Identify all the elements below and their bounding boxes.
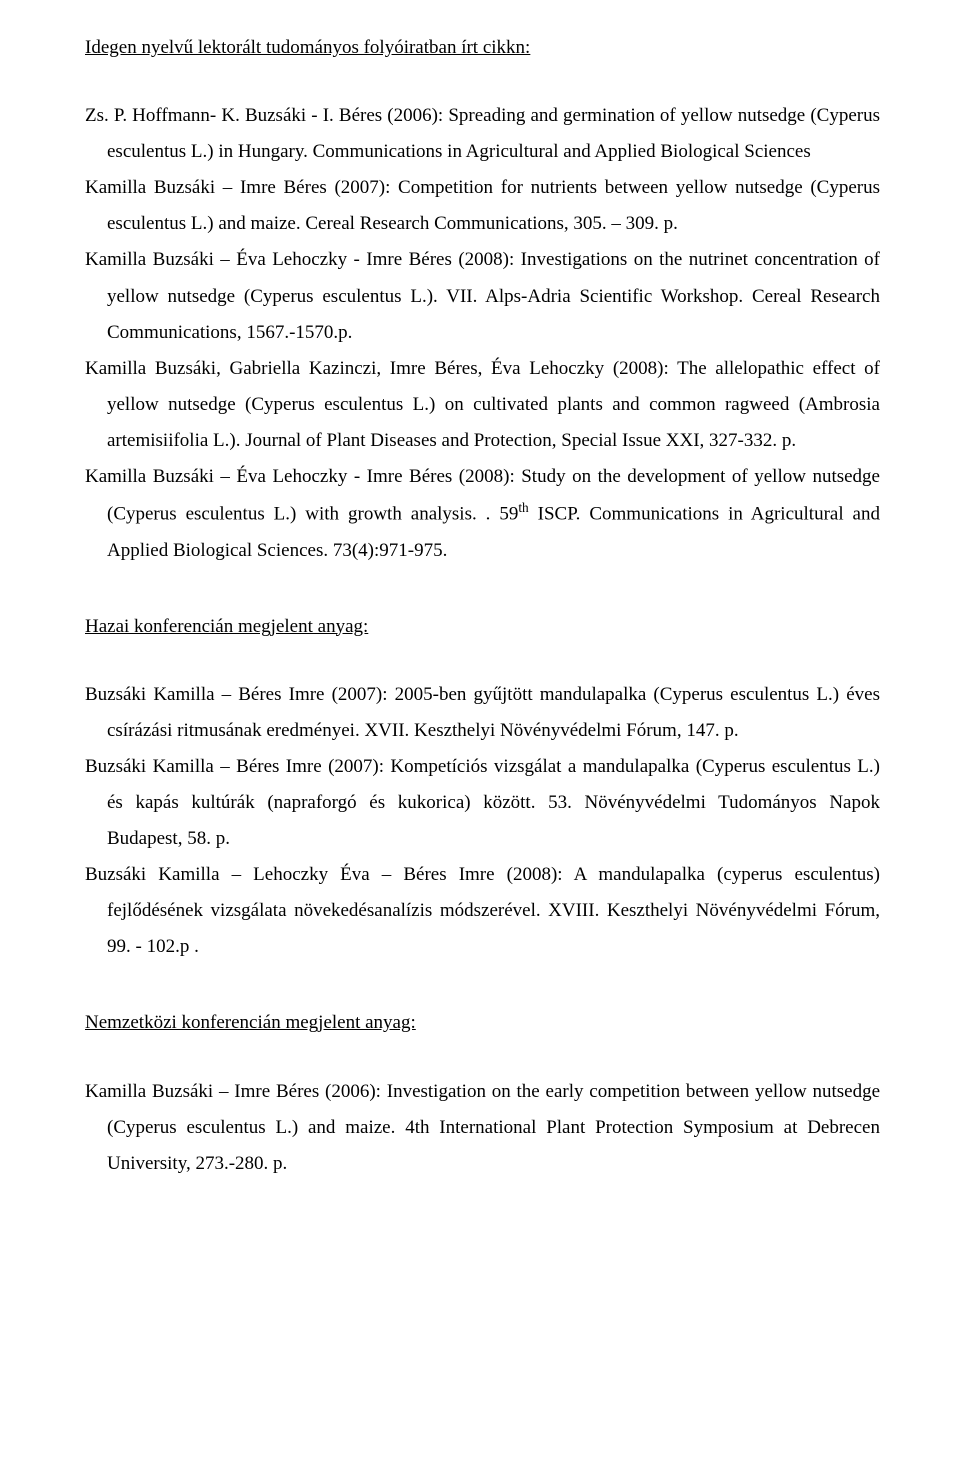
bibliography-entry: Buzsáki Kamilla – Béres Imre (2007): Kom… — [85, 749, 880, 857]
bibliography-entry: Zs. P. Hoffmann- K. Buzsáki - I. Béres (… — [85, 98, 880, 170]
bibliography-entry: Kamilla Buzsáki – Éva Lehoczky - Imre Bé… — [85, 459, 880, 569]
section-heading-foreign: Idegen nyelvű lektorált tudományos folyó… — [85, 30, 880, 66]
bibliography-entry: Kamilla Buzsáki – Éva Lehoczky - Imre Bé… — [85, 242, 880, 350]
bibliography-entry: Kamilla Buzsáki, Gabriella Kazinczi, Imr… — [85, 351, 880, 459]
bibliography-entry: Buzsáki Kamilla – Lehoczky Éva – Béres I… — [85, 857, 880, 965]
bibliography-entry: Buzsáki Kamilla – Béres Imre (2007): 200… — [85, 677, 880, 749]
bibliography-entry: Kamilla Buzsáki – Imre Béres (2006): Inv… — [85, 1074, 880, 1182]
section-heading-international: Nemzetközi konferencián megjelent anyag: — [85, 1005, 880, 1041]
document-page: Idegen nyelvű lektorált tudományos folyó… — [0, 0, 960, 1242]
section-heading-domestic: Hazai konferencián megjelent anyag: — [85, 609, 880, 645]
bibliography-entry: Kamilla Buzsáki – Imre Béres (2007): Com… — [85, 170, 880, 242]
